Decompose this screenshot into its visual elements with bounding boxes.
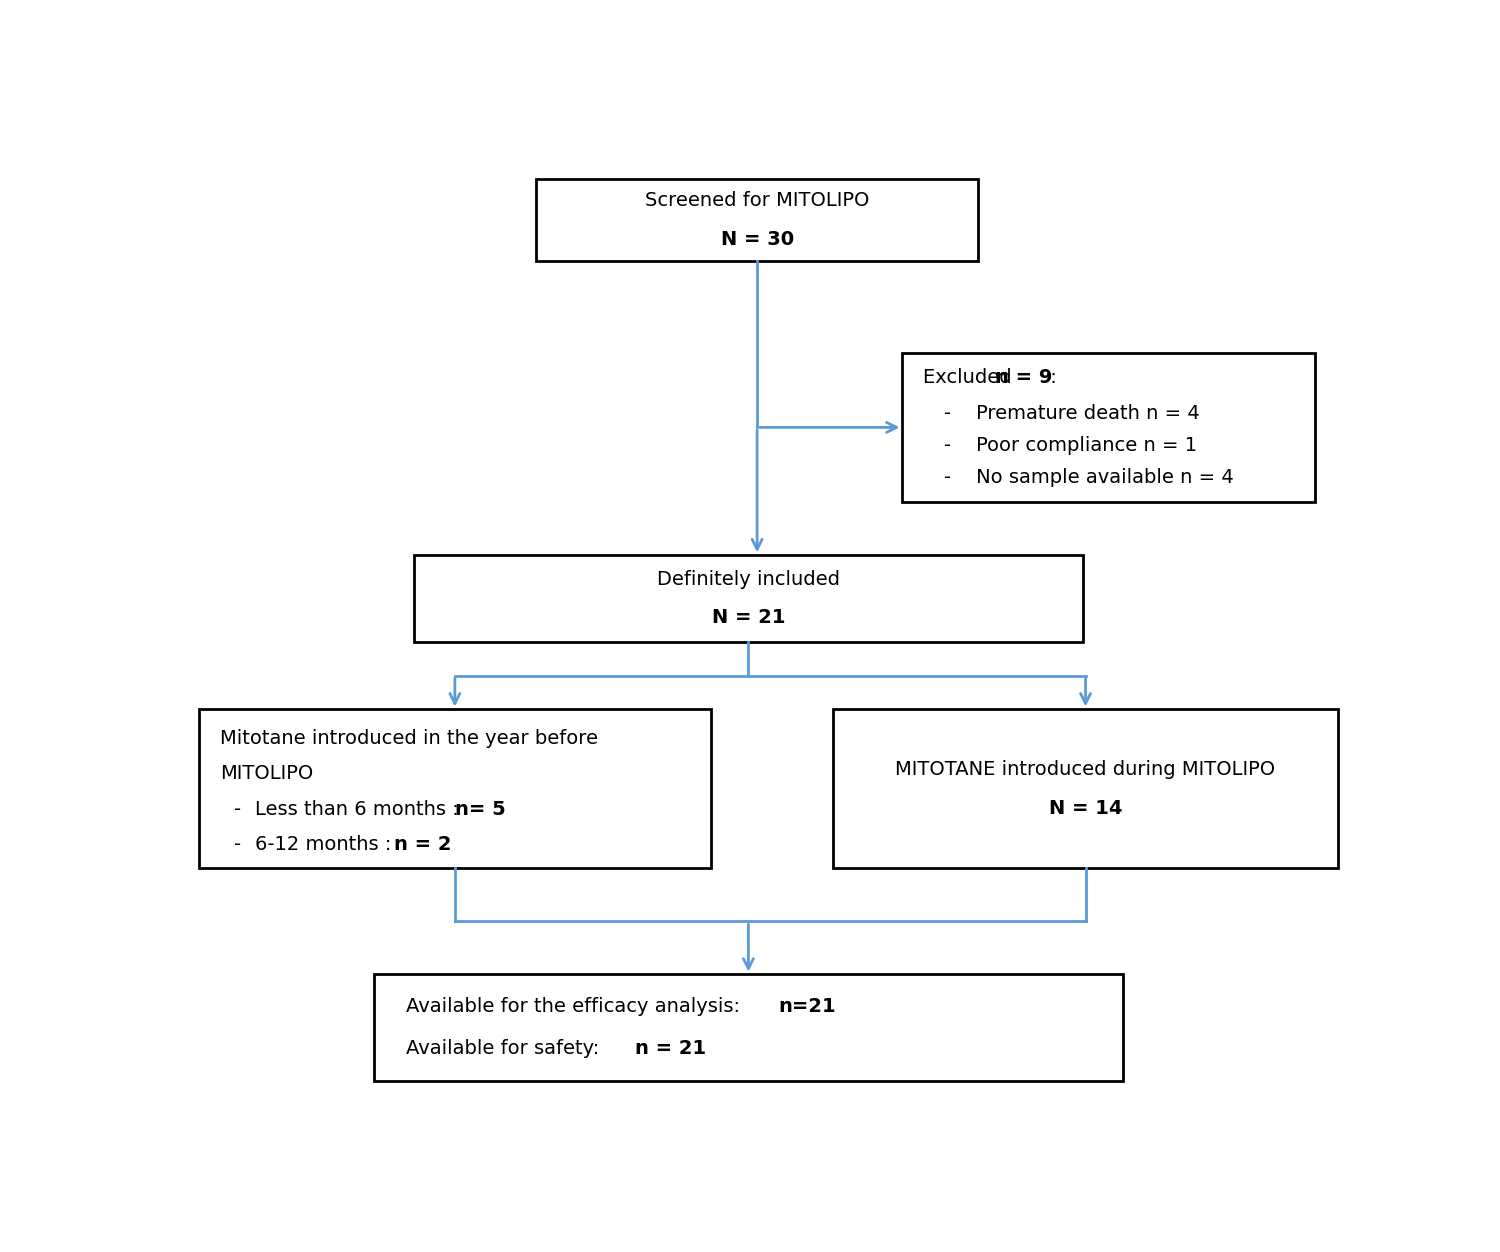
Text: -: - [234, 800, 242, 819]
Text: -: - [234, 835, 242, 854]
Text: 6-12 months :: 6-12 months : [255, 835, 398, 854]
Text: MITOLIPO: MITOLIPO [220, 764, 314, 782]
Text: n= 5: n= 5 [454, 800, 506, 819]
FancyBboxPatch shape [414, 555, 1083, 642]
Text: -    No sample available n = 4: - No sample available n = 4 [945, 467, 1234, 487]
Text: -    Premature death n = 4: - Premature death n = 4 [945, 404, 1200, 423]
Text: MITOTANE introduced during MITOLIPO: MITOTANE introduced during MITOLIPO [896, 760, 1275, 779]
Text: N = 30: N = 30 [720, 230, 794, 249]
Text: :: : [1044, 368, 1058, 387]
Text: n=21: n=21 [778, 997, 836, 1015]
Text: n = 21: n = 21 [634, 1039, 706, 1058]
Text: n = 9: n = 9 [996, 368, 1053, 387]
Text: Available for safety:: Available for safety: [406, 1039, 606, 1058]
Text: Excluded: Excluded [924, 368, 1019, 387]
Text: N = 21: N = 21 [711, 608, 785, 627]
Text: Less than 6 months :: Less than 6 months : [255, 800, 465, 819]
FancyBboxPatch shape [903, 353, 1316, 502]
FancyBboxPatch shape [537, 179, 978, 262]
Text: Mitotane introduced in the year before: Mitotane introduced in the year before [220, 729, 598, 747]
Text: n = 2: n = 2 [394, 835, 451, 854]
Text: Definitely included: Definitely included [657, 570, 840, 588]
FancyBboxPatch shape [200, 710, 711, 869]
Text: Screened for MITOLIPO: Screened for MITOLIPO [645, 192, 870, 210]
Text: N = 14: N = 14 [1048, 799, 1122, 818]
FancyBboxPatch shape [833, 710, 1338, 869]
Text: Available for the efficacy analysis:: Available for the efficacy analysis: [406, 997, 747, 1015]
Text: -    Poor compliance n = 1: - Poor compliance n = 1 [945, 436, 1197, 454]
FancyBboxPatch shape [374, 974, 1124, 1080]
